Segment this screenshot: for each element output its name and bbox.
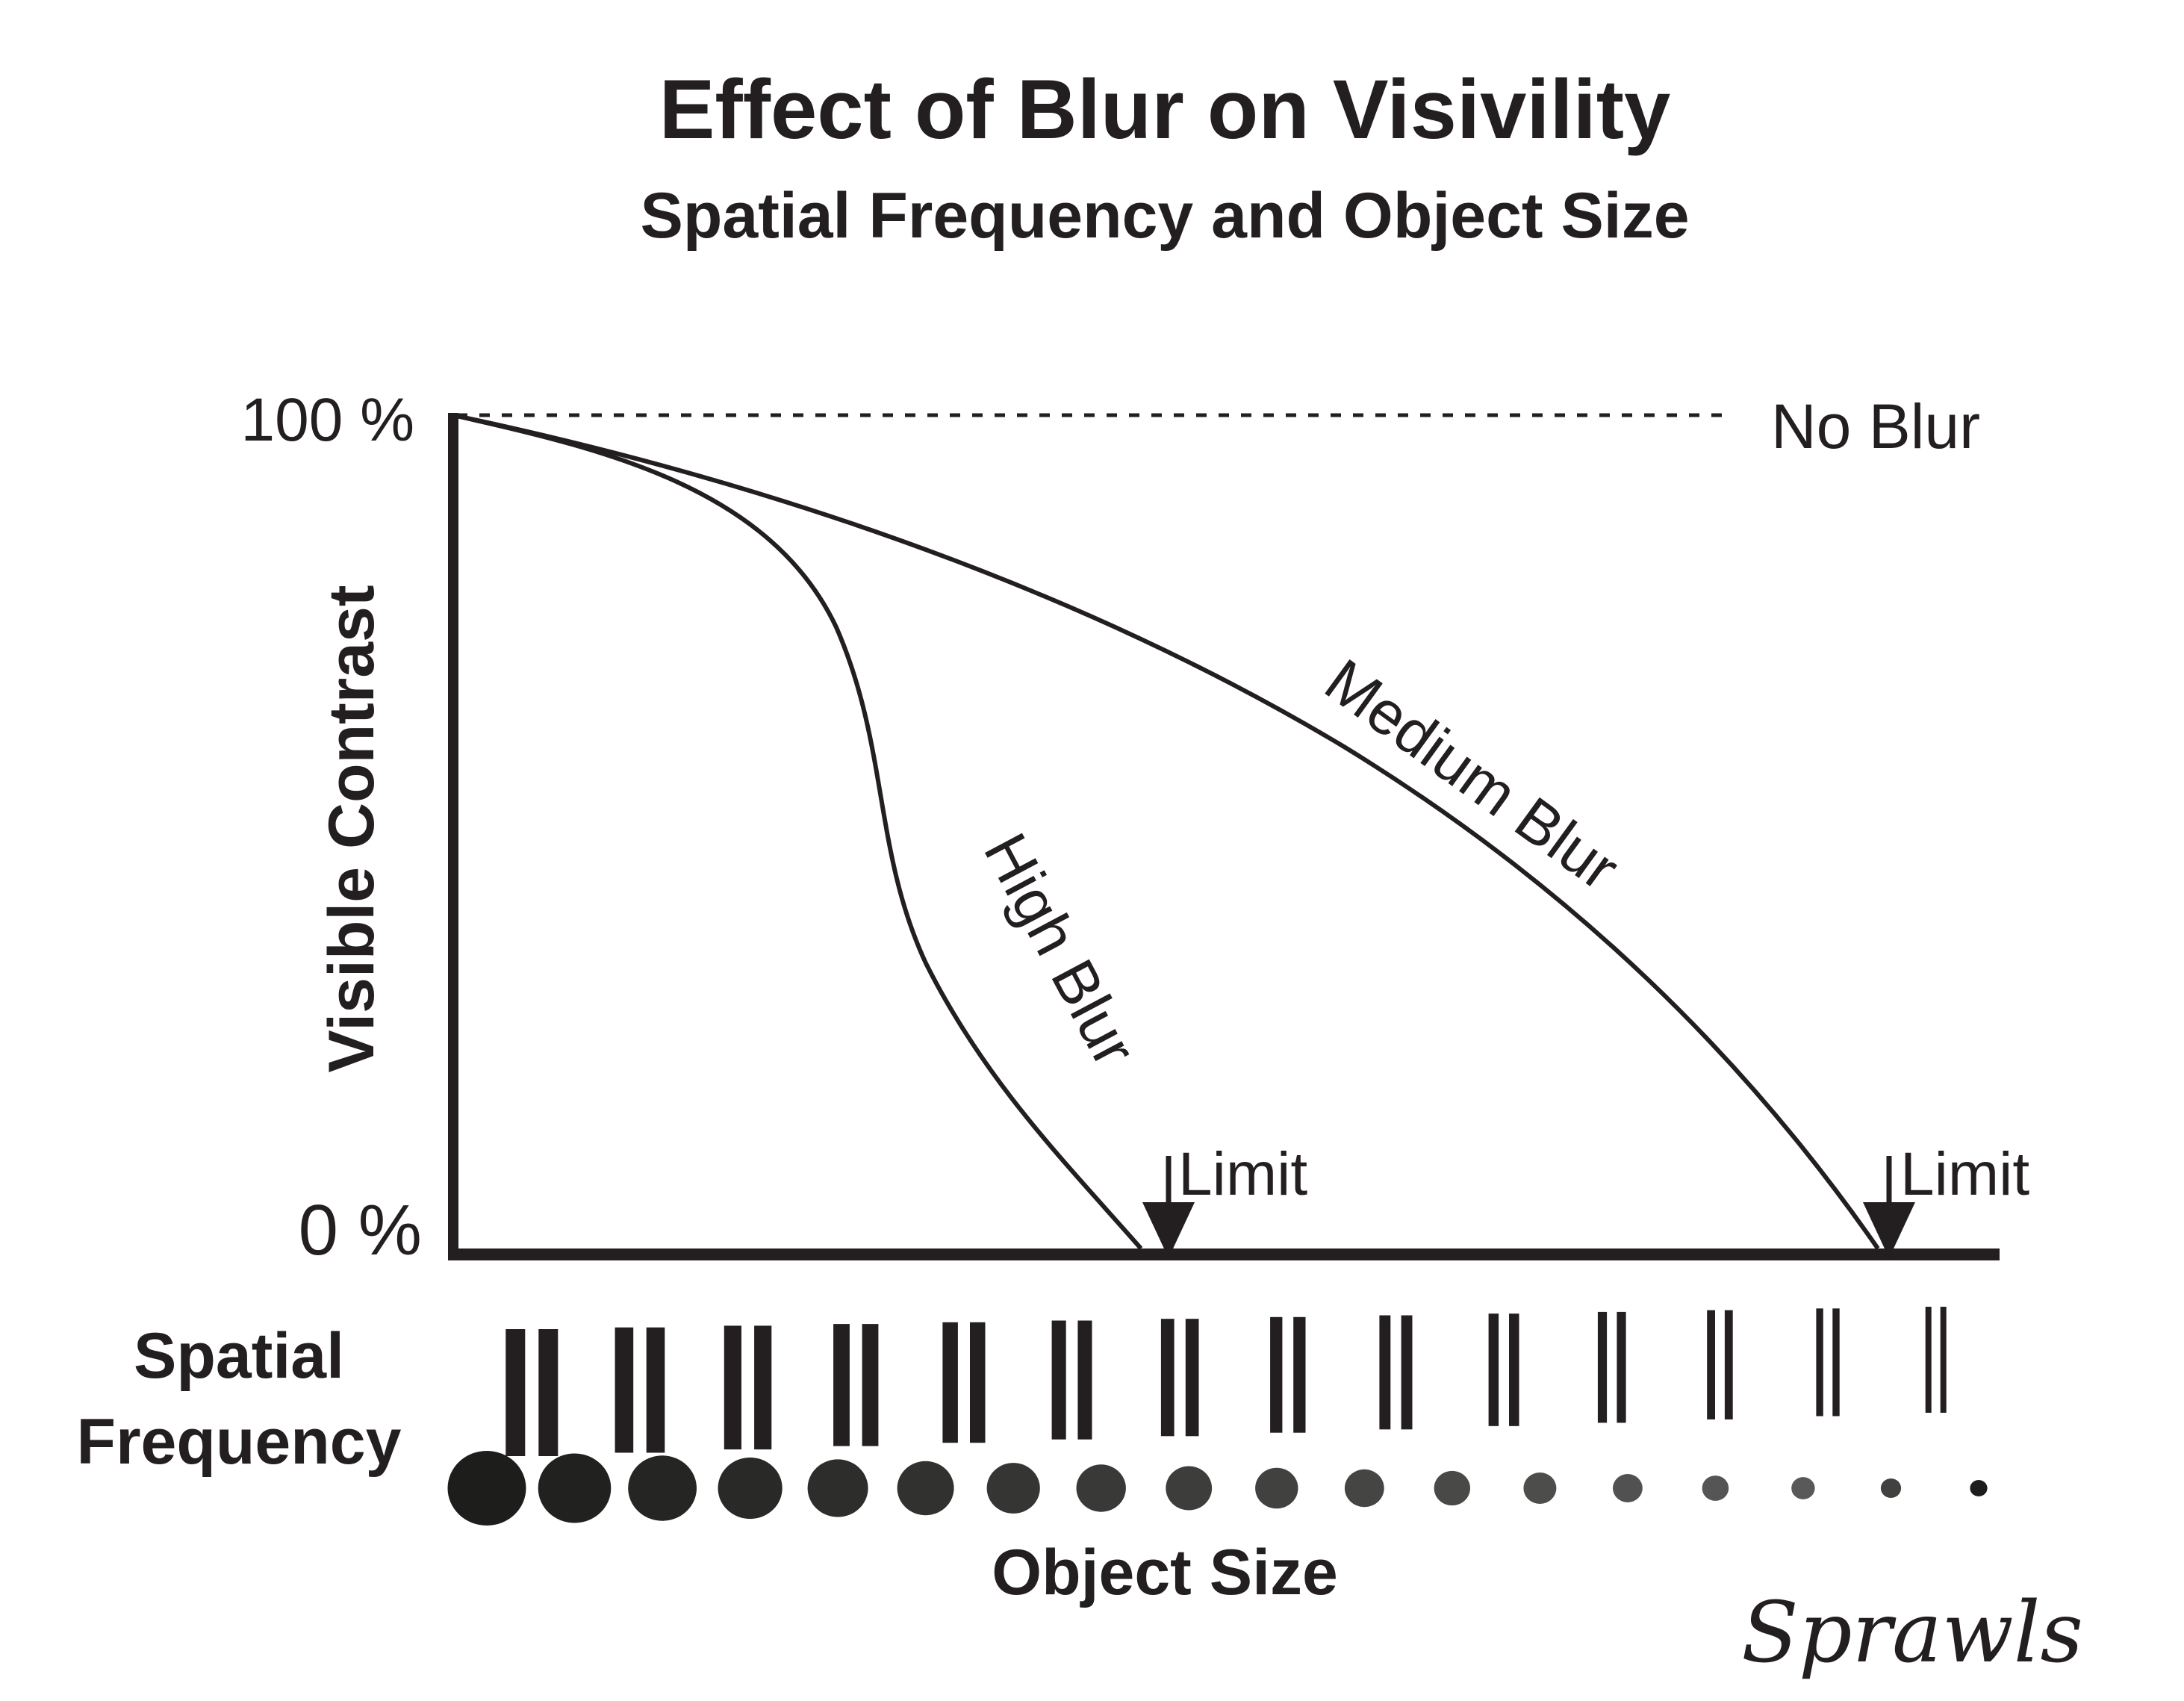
- pattern-bar: [1617, 1311, 1626, 1423]
- pattern-bar: [1724, 1310, 1733, 1419]
- object-dot: [1880, 1478, 1902, 1498]
- limit-label: Limit: [1178, 1140, 1307, 1208]
- pattern-bar: [1597, 1311, 1608, 1423]
- line-pattern: [1051, 1320, 1092, 1440]
- pattern-bar: [505, 1329, 526, 1456]
- line-pattern: [1597, 1311, 1626, 1423]
- line-pattern: [1925, 1307, 1947, 1413]
- pattern-bar: [538, 1329, 559, 1456]
- line-pattern: [1270, 1316, 1306, 1433]
- object-size-label: Object Size: [992, 1537, 1338, 1608]
- no-blur-label: No Blur: [1771, 391, 1980, 461]
- high-blur-curve: [452, 413, 1143, 1250]
- spatial-frequency-label-line2: Frequency: [77, 1406, 402, 1478]
- high-blur-label: High Blur: [971, 823, 1149, 1077]
- spatial-frequency-patterns: [505, 1307, 1947, 1456]
- pattern-bar: [1077, 1320, 1092, 1440]
- object-dot: [1434, 1470, 1471, 1506]
- line-pattern: [724, 1325, 772, 1450]
- object-dot: [807, 1459, 868, 1517]
- line-pattern: [1816, 1308, 1840, 1417]
- pattern-bar: [1509, 1313, 1519, 1426]
- object-dot: [1702, 1475, 1729, 1501]
- object-dot: [538, 1453, 612, 1523]
- line-pattern: [1488, 1313, 1519, 1426]
- object-dot: [447, 1451, 526, 1526]
- object-dot: [1166, 1466, 1213, 1511]
- y-bottom-label: 0 %: [299, 1190, 422, 1270]
- object-dot: [628, 1455, 697, 1521]
- pattern-bar: [1051, 1320, 1066, 1440]
- line-pattern: [615, 1327, 665, 1453]
- object-dot: [986, 1463, 1040, 1514]
- line-pattern: [505, 1329, 559, 1456]
- pattern-bar: [646, 1327, 665, 1453]
- y-top-label: 100 %: [240, 386, 414, 454]
- limit-arrow-head: [1142, 1202, 1195, 1258]
- object-dot: [1344, 1469, 1384, 1508]
- pattern-bar: [1832, 1308, 1840, 1417]
- signature: Sprawls: [1741, 1585, 2083, 1682]
- diagram-title: Effect of Blur on Visivility: [659, 63, 1671, 156]
- pattern-bar: [833, 1324, 850, 1446]
- line-pattern: [833, 1324, 879, 1446]
- object-dot: [1970, 1480, 1988, 1496]
- pattern-bar: [1925, 1307, 1932, 1413]
- pattern-bar: [1293, 1316, 1306, 1433]
- object-dot: [1613, 1474, 1643, 1502]
- object-size-dots: [447, 1451, 1988, 1526]
- object-dot: [897, 1461, 954, 1516]
- medium-blur-label: Medium Blur: [1313, 647, 1631, 904]
- limit-high-blur: Limit: [1142, 1140, 1307, 1258]
- pattern-bar: [1488, 1313, 1499, 1426]
- pattern-bar: [1707, 1310, 1715, 1419]
- pattern-bar: [1940, 1307, 1947, 1413]
- line-pattern: [942, 1322, 986, 1443]
- medium-blur-curve: [452, 413, 1880, 1250]
- object-dot: [1076, 1464, 1126, 1512]
- line-pattern: [1707, 1310, 1733, 1419]
- pattern-bar: [754, 1325, 772, 1450]
- pattern-bar: [1270, 1316, 1283, 1433]
- limit-medium-blur: Limit: [1863, 1140, 2029, 1258]
- pattern-bar: [1816, 1308, 1823, 1417]
- pattern-bar: [942, 1322, 958, 1443]
- line-pattern: [1379, 1315, 1413, 1430]
- diagram-subtitle: Spatial Frequency and Object Size: [640, 180, 1689, 252]
- pattern-bar: [1185, 1319, 1199, 1437]
- spatial-frequency-label-line1: Spatial: [134, 1320, 344, 1392]
- pattern-bar: [1401, 1315, 1413, 1430]
- pattern-bar: [1160, 1319, 1175, 1437]
- pattern-bar: [615, 1327, 634, 1453]
- object-dot: [1255, 1467, 1298, 1509]
- pattern-bar: [970, 1322, 986, 1443]
- line-pattern: [1160, 1319, 1199, 1437]
- pattern-bar: [724, 1325, 741, 1450]
- object-dot: [1791, 1477, 1815, 1499]
- y-axis-title: Visible Contrast: [316, 585, 388, 1072]
- limit-label: Limit: [1900, 1140, 2029, 1208]
- object-dot: [1523, 1473, 1557, 1504]
- object-dot: [718, 1457, 783, 1520]
- pattern-bar: [1379, 1315, 1391, 1430]
- limit-arrow-head: [1863, 1202, 1915, 1258]
- pattern-bar: [862, 1324, 879, 1446]
